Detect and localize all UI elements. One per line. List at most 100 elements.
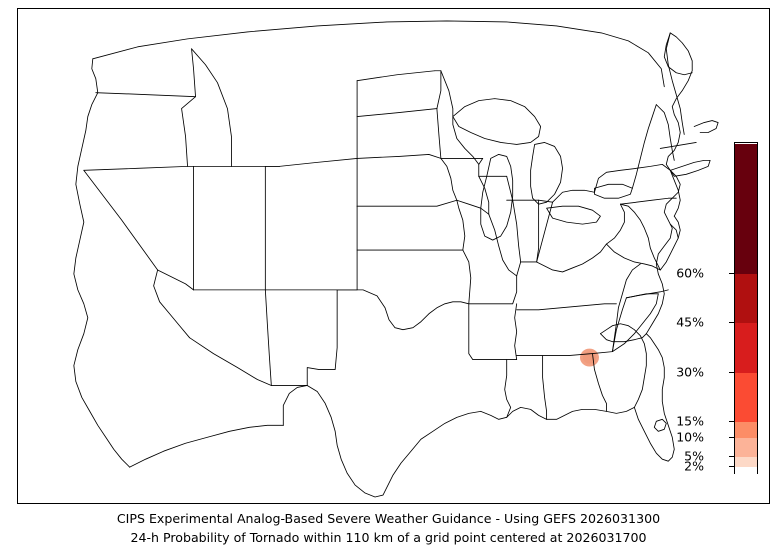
band-2-5 (735, 457, 757, 467)
nm-tx-border (306, 289, 338, 386)
lake-michigan (480, 153, 514, 241)
lake-superior (452, 98, 542, 145)
oh-wv-pa-border (536, 189, 595, 263)
figure-caption: CIPS Experimental Analog-Based Severe We… (0, 509, 777, 547)
gulf-coast-louisiana (480, 406, 635, 420)
mi-in-oh-border (506, 199, 554, 203)
vt-nh-border (655, 104, 675, 161)
tick-10 (729, 437, 734, 438)
ny-pa-border (594, 163, 671, 193)
long-island (669, 159, 711, 177)
ms-al-border (542, 355, 548, 420)
ks-mo-border (456, 199, 466, 251)
ca-az-border (153, 269, 190, 339)
nc-va-border (625, 289, 669, 299)
ga-sc-border (611, 293, 659, 353)
band-under-2 (735, 467, 757, 475)
pacific-coast (73, 58, 131, 468)
mexico-border (129, 424, 284, 468)
ar-ms-river (514, 303, 518, 361)
tick-60-label: 60% (676, 265, 704, 281)
ia-mo-border (456, 199, 490, 215)
pa-md-border (619, 197, 677, 205)
de-nj-border (673, 215, 681, 239)
lake-okeechobee (653, 418, 667, 432)
tick-5-label: 5% (684, 448, 704, 464)
mn-wi-border (440, 70, 480, 177)
caption-line-1: CIPS Experimental Analog-Based Severe We… (116, 511, 661, 526)
ky-tn-border (516, 303, 617, 311)
band-10-15 (735, 422, 757, 438)
southwest-border (282, 385, 308, 426)
tn-ga-nc-border (611, 263, 641, 353)
band-5-10 (735, 438, 757, 457)
ok-tx-border (336, 289, 470, 331)
wa-or-border (95, 92, 196, 98)
al-ga-border (592, 353, 607, 412)
tick-10-label: 10% (676, 429, 704, 445)
nd-mn-border (434, 70, 442, 110)
tick-2 (729, 466, 734, 467)
tick-30 (729, 372, 734, 373)
id-ut-wy-border (191, 48, 232, 167)
va-ky-wv-border (606, 203, 625, 245)
map-panel (17, 8, 770, 504)
band-15-30 (735, 373, 757, 422)
ny-vt-nh-border (631, 104, 657, 189)
md-va-border (659, 223, 679, 271)
map-outlines (73, 20, 719, 498)
ga-fl-border (600, 333, 647, 343)
maine-coast (663, 32, 693, 76)
sd-ne-border (356, 153, 442, 159)
ia-mn-border (440, 157, 484, 165)
nh-me-border (665, 32, 685, 135)
il-in-border (506, 175, 522, 263)
az-mexico-border (189, 337, 272, 386)
probability-contours (580, 348, 599, 367)
tick-5 (729, 456, 734, 457)
tick-45-label: 45% (676, 314, 704, 330)
ky-oh-river (520, 243, 607, 273)
co-ne-ks-border (336, 205, 358, 291)
canada-border (92, 20, 665, 88)
ma-ct-ri-border (659, 142, 697, 149)
ca-nv-border (83, 169, 159, 271)
or-ca-border (83, 165, 188, 171)
texas-gulf-coast (306, 385, 482, 498)
ne-ia-border (440, 157, 458, 201)
ne-ks-border (356, 199, 458, 207)
sd-mn-ia-border (436, 108, 442, 159)
tick-15 (729, 421, 734, 422)
tick-60 (729, 273, 734, 274)
il-mo-border (488, 213, 522, 277)
tn-ms-al-ga-border (516, 351, 613, 357)
caption-line-2: 24-h Probability of Tornado within 110 k… (130, 530, 647, 546)
az-nm-border (264, 289, 272, 386)
band-60-plus (735, 144, 757, 274)
atlantic-coast (645, 32, 693, 335)
ok-ar-border (462, 249, 472, 305)
nc-tn-va-border (606, 243, 661, 271)
lake-ontario (594, 183, 633, 199)
ia-wi-il-border (478, 175, 490, 215)
mt-wy-border (278, 157, 358, 167)
band-30-45 (735, 323, 757, 373)
colorbar: 60% 45% 30% 15% 10% 5% 2% (676, 142, 758, 475)
la-ms-border (504, 359, 512, 418)
band-45-60 (735, 274, 757, 323)
wv-va-border (619, 203, 661, 271)
nd-sd-border (356, 108, 438, 117)
lake-huron (530, 142, 563, 205)
tick-2-label: 2% (684, 458, 704, 474)
tick-15-label: 15% (676, 413, 704, 429)
us-map (73, 20, 719, 498)
lake-erie (546, 205, 601, 225)
nj-ny-border (669, 169, 681, 217)
tick-45 (729, 322, 734, 323)
cape-cod (693, 120, 719, 133)
colorbar-gradient (734, 142, 758, 475)
id-wa-border (191, 48, 196, 98)
mo-ar-border (468, 275, 518, 305)
id-or-border (181, 96, 196, 167)
